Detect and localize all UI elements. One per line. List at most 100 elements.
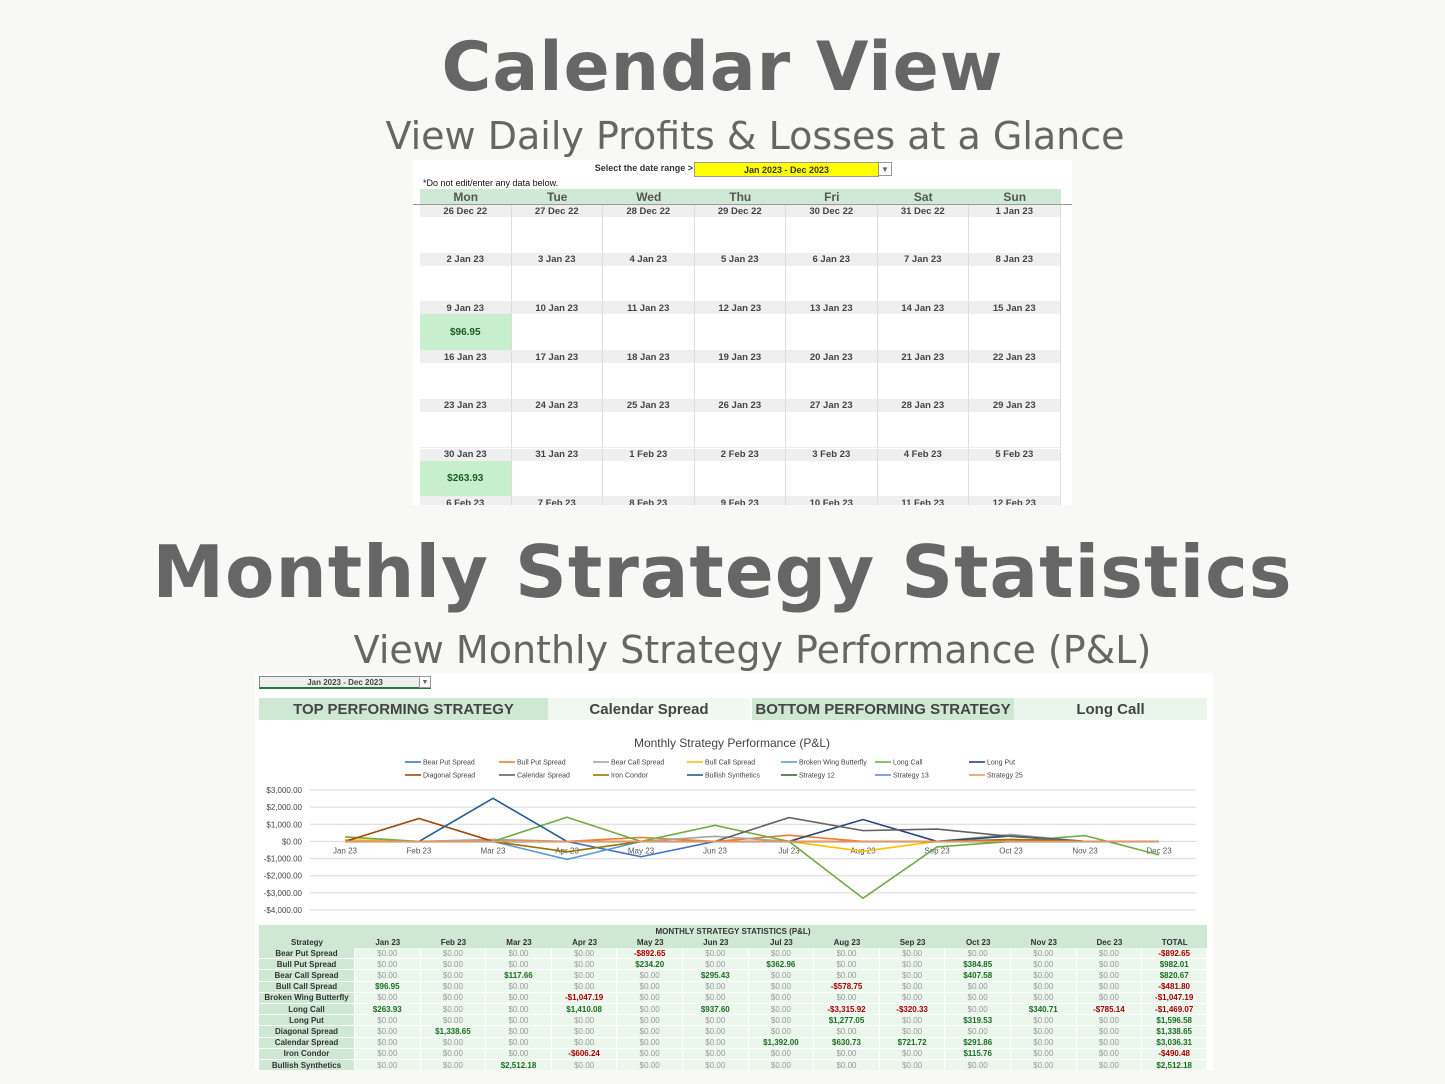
table-cell: $2,512.18	[486, 1060, 552, 1070]
table-cell: $0.00	[420, 948, 487, 960]
x-tick-label: Dec 23	[1146, 846, 1172, 855]
top-value: Calendar Spread	[548, 698, 750, 720]
table-cell: $263.93	[355, 1004, 421, 1016]
y-tick-label: $0.00	[282, 837, 303, 846]
table-cell: -$1,469.07	[1142, 1004, 1208, 1016]
table-header-cell: Nov 23	[1011, 937, 1077, 948]
table-cell: $362.96	[748, 959, 815, 971]
date-cell: 27 Jan 23	[786, 399, 878, 412]
table-cell: $0.00	[814, 992, 880, 1004]
table-cell: $0.00	[814, 948, 880, 960]
date-cell: 10 Jan 23	[511, 302, 603, 315]
table-cell: $1,338.65	[420, 1026, 487, 1038]
day-cell	[877, 363, 969, 400]
table-cell: $0.00	[355, 1026, 421, 1038]
table-cell: $0.00	[617, 1004, 683, 1016]
legend-label: Long Put	[987, 760, 1015, 767]
stats-subtitle: View Monthly Strategy Performance (P&L)	[353, 628, 1152, 672]
table-cell: $0.00	[879, 992, 946, 1004]
date-cell: 21 Jan 23	[877, 351, 969, 364]
table-row-label: Bull Put Spread	[259, 959, 355, 971]
table-cell: $0.00	[683, 992, 749, 1004]
table-cell: -$785.14	[1076, 1004, 1143, 1016]
date-cell: 18 Jan 23	[603, 351, 695, 364]
stats-dashboard: Monthly Strategy Performance (P&L) $3,000…	[255, 673, 1213, 1070]
date-cell: 8 Feb 23	[603, 497, 695, 505]
table-cell: $0.00	[945, 981, 1011, 993]
date-cell: 31 Dec 22	[877, 205, 969, 217]
table-cell: -$490.48	[1142, 1048, 1208, 1060]
table-cell: $0.00	[879, 1015, 946, 1027]
date-cell: 15 Jan 23	[969, 302, 1061, 315]
day-cell	[420, 411, 512, 449]
calendar-subtitle: View Daily Profits & Losses at a Glance	[385, 114, 1125, 158]
day-cell	[603, 460, 695, 498]
day-cell	[603, 314, 695, 352]
bottom-label: BOTTOM PERFORMING STRATEGY	[752, 698, 1014, 720]
table-cell: $0.00	[1076, 970, 1143, 982]
table-cell: $0.00	[879, 948, 946, 960]
table-cell: $0.00	[617, 981, 683, 993]
day-cell	[603, 411, 695, 449]
header-underline	[413, 204, 1072, 205]
table-cell: $384.85	[945, 959, 1011, 971]
table-row-label: Bull Call Spread	[259, 981, 355, 993]
table-cell: $0.00	[879, 981, 946, 993]
date-cell: 5 Feb 23	[969, 448, 1061, 461]
range-label: Select the date range >	[594, 163, 693, 173]
day-cell	[511, 314, 603, 352]
range-dropdown[interactable]: Jan 2023 - Dec 2023	[694, 162, 879, 177]
weekday-label: Fri	[824, 189, 840, 204]
y-tick-label: -$4,000.00	[264, 906, 303, 915]
legend-label: Strategy 13	[893, 773, 929, 780]
table-cell: $0.00	[879, 1048, 946, 1060]
date-cell: 3 Jan 23	[511, 253, 603, 266]
date-cell: 7 Jan 23	[877, 253, 969, 266]
table-cell: $0.00	[420, 1060, 487, 1070]
table-cell: $0.00	[683, 1026, 749, 1038]
table-cell: $1,410.08	[551, 1004, 618, 1016]
day-cell	[511, 411, 603, 449]
weekday-header-row	[420, 189, 1061, 204]
y-tick-label: $3,000.00	[266, 786, 302, 795]
table-row-label: Iron Condor	[259, 1048, 355, 1060]
date-cell: 2 Feb 23	[694, 448, 786, 461]
table-cell: $0.00	[617, 992, 683, 1004]
table-cell: $115.76	[945, 1048, 1011, 1060]
table-cell: -$892.65	[617, 948, 683, 960]
weekday-label: Thu	[729, 189, 752, 204]
day-cell: $263.93	[420, 460, 512, 498]
legend-label: Bull Put Spread	[517, 760, 566, 767]
table-cell: $0.00	[551, 1060, 618, 1070]
date-cell: 11 Jan 23	[603, 302, 695, 315]
table-cell: $291.86	[945, 1037, 1011, 1049]
y-tick-label: $2,000.00	[266, 803, 302, 812]
day-cell	[786, 411, 878, 449]
legend-label: Strategy 12	[799, 773, 835, 780]
range-dropdown[interactable]: Jan 2023 - Dec 2023	[259, 676, 431, 689]
table-cell: $0.00	[748, 981, 815, 993]
table-cell: $0.00	[748, 1060, 815, 1070]
stats-title: Monthly Strategy Statistics	[152, 530, 1293, 614]
table-cell: $0.00	[486, 1015, 552, 1027]
day-cell	[511, 217, 603, 254]
table-cell: $0.00	[355, 1015, 421, 1027]
weekday-label: Tue	[547, 189, 568, 204]
x-tick-label: Mar 23	[481, 846, 506, 855]
table-cell: $0.00	[617, 1048, 683, 1060]
table-cell: $340.71	[1011, 1004, 1077, 1016]
table-cell: $0.00	[486, 1004, 552, 1016]
table-cell: $0.00	[486, 1037, 552, 1049]
table-cell: $407.58	[945, 970, 1011, 982]
day-cell	[969, 314, 1061, 352]
date-cell: 4 Feb 23	[877, 448, 969, 461]
table-cell: $0.00	[551, 948, 618, 960]
table-cell: $0.00	[1011, 1015, 1077, 1027]
date-cell: 10 Feb 23	[786, 497, 878, 505]
table-cell: $0.00	[617, 1026, 683, 1038]
table-cell: $0.00	[683, 959, 749, 971]
table-cell: -$481.80	[1142, 981, 1208, 993]
day-cell	[877, 314, 969, 352]
table-cell: $0.00	[551, 1015, 618, 1027]
table-cell: $721.72	[879, 1037, 946, 1049]
